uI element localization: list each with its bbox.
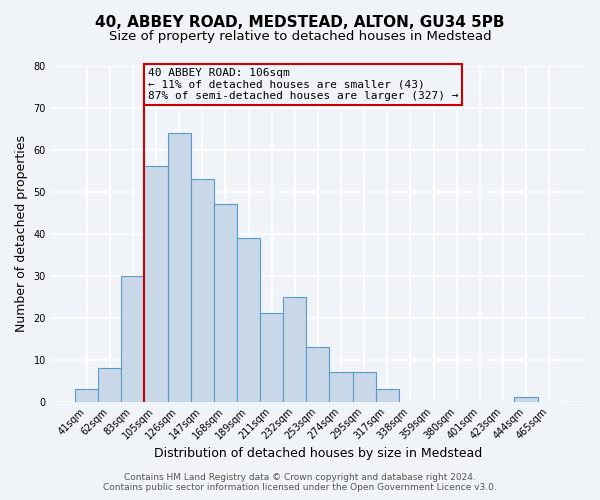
X-axis label: Distribution of detached houses by size in Medstead: Distribution of detached houses by size … bbox=[154, 447, 482, 460]
Bar bbox=[376, 389, 399, 402]
Bar bbox=[191, 179, 214, 402]
Bar bbox=[514, 398, 538, 402]
Bar bbox=[75, 389, 98, 402]
Bar bbox=[237, 238, 260, 402]
Text: 40, ABBEY ROAD, MEDSTEAD, ALTON, GU34 5PB: 40, ABBEY ROAD, MEDSTEAD, ALTON, GU34 5P… bbox=[95, 15, 505, 30]
Y-axis label: Number of detached properties: Number of detached properties bbox=[15, 135, 28, 332]
Bar bbox=[353, 372, 376, 402]
Text: Contains HM Land Registry data © Crown copyright and database right 2024.
Contai: Contains HM Land Registry data © Crown c… bbox=[103, 473, 497, 492]
Bar bbox=[145, 166, 167, 402]
Bar bbox=[329, 372, 353, 402]
Text: Size of property relative to detached houses in Medstead: Size of property relative to detached ho… bbox=[109, 30, 491, 43]
Bar bbox=[283, 296, 307, 402]
Bar bbox=[98, 368, 121, 402]
Bar bbox=[307, 347, 329, 402]
Bar bbox=[214, 204, 237, 402]
Bar bbox=[167, 133, 191, 402]
Bar bbox=[260, 314, 283, 402]
Bar bbox=[121, 276, 145, 402]
Text: 40 ABBEY ROAD: 106sqm
← 11% of detached houses are smaller (43)
87% of semi-deta: 40 ABBEY ROAD: 106sqm ← 11% of detached … bbox=[148, 68, 458, 101]
